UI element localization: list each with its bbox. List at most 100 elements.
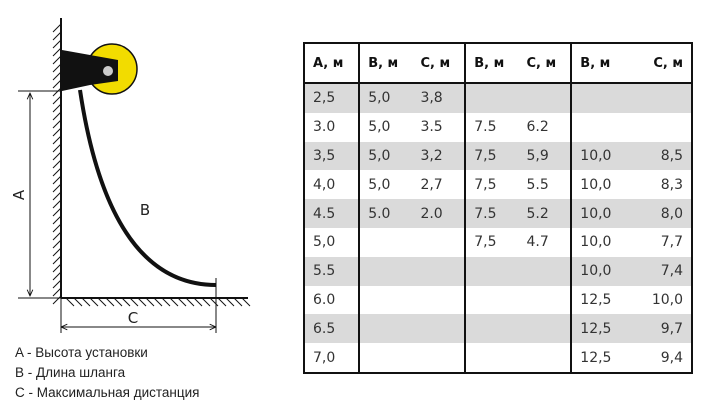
hose-reel-diagram: A B C [10, 18, 251, 333]
table-cell: 4,0 [313, 176, 336, 193]
table-cell [358, 314, 413, 344]
table-cell: 6.5 [304, 314, 360, 344]
table-cell: 7,0 [313, 349, 336, 366]
table-cell [518, 83, 572, 113]
table-cell [464, 256, 519, 286]
table-cell: 5.5 [304, 256, 360, 286]
column-header: B, м [358, 43, 413, 84]
table-cell: 3.5 [420, 119, 443, 136]
table-cell: 7.5 [464, 112, 519, 142]
hose-length-table: A, м B, м C, м B, м C, м B, м C, м 2,5 5,0 3,8 3.… [303, 42, 693, 374]
table-cell [570, 112, 627, 142]
hose [78, 89, 217, 287]
table-cell [464, 285, 519, 315]
column-header: C, м [412, 43, 466, 84]
table-cell: 12,5 [570, 285, 627, 315]
table-cell: 5.5 [526, 176, 549, 193]
column-header: A, м [304, 43, 360, 84]
table-cell [626, 113, 692, 142]
table-cell: 5.0 [358, 199, 413, 228]
table-cell: 10,0 [651, 291, 683, 308]
table-cell [519, 286, 572, 315]
dimension-a [18, 90, 61, 299]
table-row: 3.0 5,0 3.5 7.5 6.2 [304, 112, 692, 142]
label-b: B [140, 201, 150, 219]
table-cell [412, 314, 466, 344]
table-row: 2,5 5,0 3,8 [304, 83, 692, 113]
table-cell: 7,4 [626, 256, 692, 286]
table-cell: 3,8 [412, 83, 466, 113]
table-row: 7,0 12,5 9,4 [304, 343, 692, 373]
table-cell: 7.5 [464, 199, 519, 228]
table-cell [570, 83, 627, 113]
legend-b: B - Длина шланга [15, 365, 126, 380]
table-cell: 5,0 [358, 112, 413, 142]
table-cell [358, 227, 413, 257]
table-row: 6.5 12,5 9,7 [304, 314, 692, 344]
table-cell: 4.5 [304, 199, 360, 228]
column-header: C, м [518, 43, 572, 84]
table-row: 5.5 10,0 7,4 [304, 256, 692, 286]
table-cell: 8,3 [660, 176, 683, 193]
table-cell: 5,0 [313, 234, 336, 251]
column-header: C, м [626, 43, 692, 84]
table-cell: 5,0 [358, 170, 413, 200]
reel-axle [103, 66, 113, 76]
table-cell: 10,0 [570, 227, 627, 257]
table-cell: 10,0 [570, 170, 627, 200]
table-cell: 8,0 [626, 199, 692, 228]
table-row: 4.5 5.0 2.0 7.5 5.2 10,0 8,0 [304, 199, 692, 228]
wall [52, 18, 62, 305]
table-cell: 5,0 [358, 83, 413, 113]
table-cell [519, 343, 572, 373]
table-cell: 7,7 [660, 234, 683, 251]
table-cell: 12,5 [570, 343, 627, 373]
column-header: B, м [464, 43, 519, 84]
label-c: C [128, 309, 138, 327]
table-cell [464, 314, 519, 344]
table-cell: 12,5 [570, 314, 627, 344]
table-cell [412, 343, 465, 373]
table-cell [358, 285, 413, 315]
table-cell: 6.2 [526, 119, 549, 136]
table-cell: 3,2 [412, 141, 466, 171]
table-cell [518, 314, 572, 344]
table-cell [412, 256, 466, 286]
table-row: 4,0 5,0 2,7 7,5 5.5 10,0 8,3 [304, 170, 692, 200]
table-cell [358, 256, 413, 286]
table-row: 5,0 7,5 4.7 10,0 7,7 [304, 227, 692, 257]
table-cell: 7,5 [464, 170, 519, 200]
table-cell: 6.0 [313, 291, 336, 308]
table-cell: 10,0 [570, 199, 627, 228]
table-cell [358, 343, 413, 373]
table-cell: 10,0 [570, 256, 627, 286]
table-header: A, м B, м C, м B, м C, м B, м C, м [304, 43, 692, 84]
table-cell: 7,5 [464, 227, 519, 257]
table-cell [626, 83, 692, 113]
table-cell [464, 343, 519, 373]
label-a: A [10, 189, 28, 200]
table-cell: 5.2 [518, 199, 572, 228]
table-cell [464, 83, 519, 113]
reel-bracket [62, 50, 118, 91]
table-cell: 5,9 [518, 141, 572, 171]
table-cell: 2,5 [304, 83, 360, 113]
table-cell [412, 228, 465, 257]
table-row: 6.0 12,5 10,0 [304, 285, 692, 315]
table-row: 3,5 5,0 3,2 7,5 5,9 10,0 8,5 [304, 141, 692, 171]
table-cell: 7,5 [464, 141, 519, 171]
table-cell: 10,0 [570, 141, 627, 171]
table-cell: 2,7 [420, 176, 443, 193]
column-header: B, м [570, 43, 627, 84]
floor [61, 297, 251, 307]
table-cell: 5,0 [358, 141, 413, 171]
table-cell: 4.7 [526, 234, 549, 251]
legend-a: A - Высота установки [15, 345, 148, 360]
table-cell: 3.0 [313, 119, 336, 136]
table-cell [412, 286, 465, 315]
table-cell: 2.0 [412, 199, 466, 228]
table-cell: 3,5 [304, 141, 360, 171]
table-cell: 9,7 [626, 314, 692, 344]
legend-c: C - Максимальная дистанция [15, 385, 200, 400]
table-cell: 9,4 [660, 349, 683, 366]
